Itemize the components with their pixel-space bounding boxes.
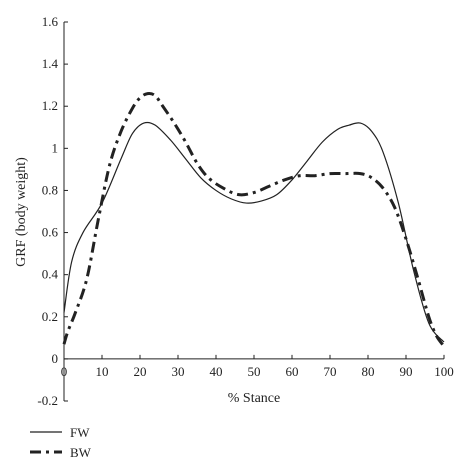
y-tick-label: 1.4 xyxy=(42,56,59,71)
y-tick-label: 0.8 xyxy=(42,182,58,197)
x-tick-label: 90 xyxy=(400,364,413,379)
y-tick-label: 1.6 xyxy=(42,14,59,29)
y-tick-label: 0.6 xyxy=(42,225,59,240)
x-tick-label: 10 xyxy=(96,364,109,379)
x-tick-label: 30 xyxy=(172,364,185,379)
axes xyxy=(63,22,444,401)
series-lines xyxy=(62,91,446,348)
x-tick-label: 50 xyxy=(248,364,261,379)
x-tick-label: 40 xyxy=(210,364,223,379)
legend-label-bw: BW xyxy=(70,445,92,460)
legend-label-fw: FW xyxy=(70,425,90,440)
legend: FW BW xyxy=(30,425,92,460)
ticks: -0.200.20.40.60.811.21.41.60 10 20 30 40 50 60… xyxy=(37,14,453,408)
x-tick-label: 80 xyxy=(362,364,375,379)
series-line-fw xyxy=(63,121,445,343)
x-tick-label: 20 xyxy=(134,364,147,379)
y-tick-label: 0.2 xyxy=(42,309,58,324)
y-axis-title: GRF (body weight) xyxy=(14,157,29,267)
x-axis-title: % Stance xyxy=(228,391,280,406)
x-tick-label: 60 xyxy=(286,364,299,379)
y-tick-label: 1.2 xyxy=(42,98,58,113)
y-tick-label: -0.2 xyxy=(37,393,58,408)
y-tick-label: 0 xyxy=(52,351,59,366)
x-tick-label: 0 xyxy=(61,364,68,379)
series-line-bw xyxy=(62,91,446,348)
x-tick-label: 70 xyxy=(324,364,337,379)
x-tick-label: 100 xyxy=(434,364,454,379)
y-tick-label: 0.4 xyxy=(42,267,59,282)
y-tick-label: 1 xyxy=(52,140,59,155)
